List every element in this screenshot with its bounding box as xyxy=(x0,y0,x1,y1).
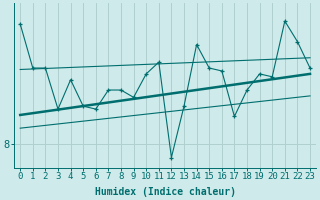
X-axis label: Humidex (Indice chaleur): Humidex (Indice chaleur) xyxy=(95,186,236,197)
